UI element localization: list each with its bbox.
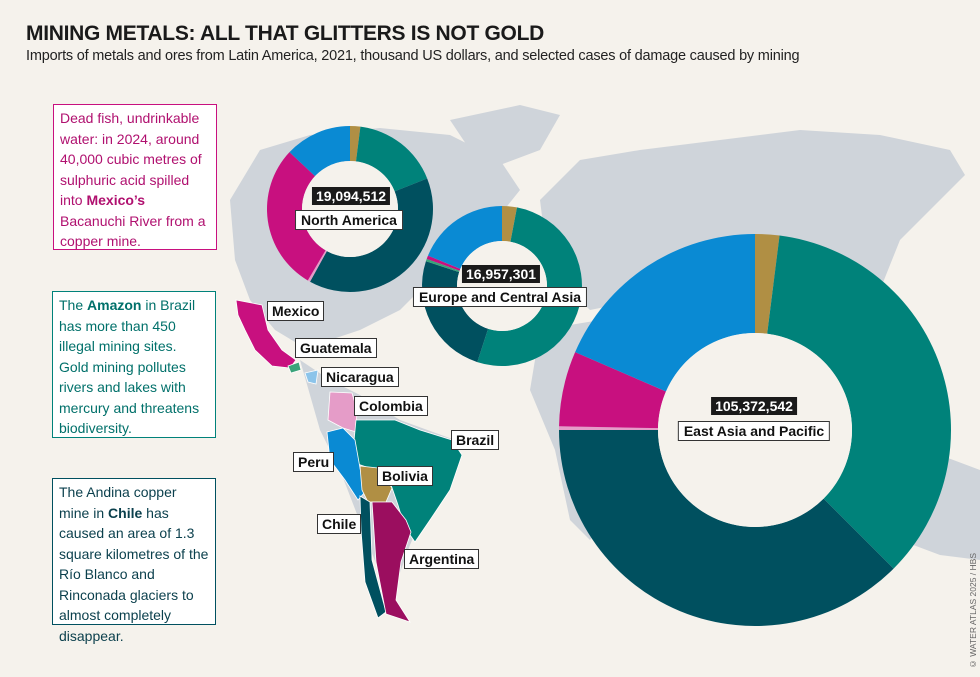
donut-segment-brazil <box>356 126 428 192</box>
note-mexico: Dead fish, undrinkable water: in 2024, a… <box>53 104 217 250</box>
donut-segment-peru <box>427 205 502 269</box>
country-argentina[interactable] <box>371 501 412 623</box>
donut-segment-peru <box>575 234 755 392</box>
label-mexico: Mexico <box>267 301 325 321</box>
note-text: Bacanuchi River from a copper mine. <box>60 212 206 250</box>
region-north-america: North America <box>295 210 403 230</box>
note-highlight: Mexico’s <box>86 192 146 208</box>
label-chile: Chile <box>317 514 362 534</box>
donut-segment-mexico <box>559 352 666 429</box>
donut-segment-bolivia <box>350 126 361 162</box>
note-text: The Andina copper mine in <box>59 484 177 521</box>
total-east-asia-pacific: 105,372,542 <box>711 397 797 415</box>
donut-segment-chile <box>422 261 489 363</box>
donut-segment-chile <box>559 430 894 627</box>
label-peru: Peru <box>293 452 335 472</box>
donut-segment-chile <box>310 178 433 292</box>
donut-segment-brazil <box>767 235 952 569</box>
label-colombia: Colombia <box>354 396 428 416</box>
country-nicaragua[interactable] <box>304 369 319 385</box>
credit: © WATER ATLAS 2025 / HBS <box>968 552 978 669</box>
label-argentina: Argentina <box>404 549 480 569</box>
label-nicaragua: Nicaragua <box>321 367 399 387</box>
note-brazil: The Amazon in Brazil has more than 450 i… <box>52 291 216 438</box>
note-text: has caused an area of 1.3 square kilomet… <box>59 504 209 644</box>
donut-segment-colombia <box>559 426 659 430</box>
donut-segment-bolivia <box>502 206 517 242</box>
region-east-asia-pacific: East Asia and Pacific <box>677 421 831 441</box>
total-europe-central-asia: 16,957,301 <box>461 265 541 283</box>
country-chile[interactable] <box>359 495 387 619</box>
donut-segment-mexico <box>426 255 461 271</box>
label-bolivia: Bolivia <box>377 466 433 486</box>
note-text: Dead fish, undrinkable water: in 2024, a… <box>60 110 202 208</box>
chart-subtitle: Imports of metals and ores from Latin Am… <box>26 48 800 64</box>
label-brazil: Brazil <box>451 430 500 450</box>
donut-hole <box>302 161 398 257</box>
note-chile: The Andina copper mine in Chile has caus… <box>52 478 216 644</box>
note-highlight: Amazon <box>87 297 142 313</box>
total-north-america: 19,094,512 <box>311 187 391 205</box>
note-text: The <box>59 297 88 313</box>
label-guatemala: Guatemala <box>295 338 377 358</box>
note-text: in Brazil has more than 450 illegal mini… <box>59 297 200 436</box>
donut-segment-brazil <box>477 207 582 367</box>
donut-segment-bolivia <box>755 234 780 334</box>
donut-segment-colombia <box>307 250 327 282</box>
region-europe-central-asia: Europe and Central Asia <box>412 287 588 307</box>
note-highlight: Chile <box>108 504 143 521</box>
donut-hole <box>457 241 547 331</box>
greenland-land <box>450 105 560 165</box>
donut-segment-guatemala <box>425 258 460 273</box>
country-guatemala[interactable] <box>287 361 302 374</box>
donut-segment-peru <box>289 126 350 177</box>
chart-title: MINING METALS: ALL THAT GLITTERS IS NOT … <box>26 22 544 45</box>
